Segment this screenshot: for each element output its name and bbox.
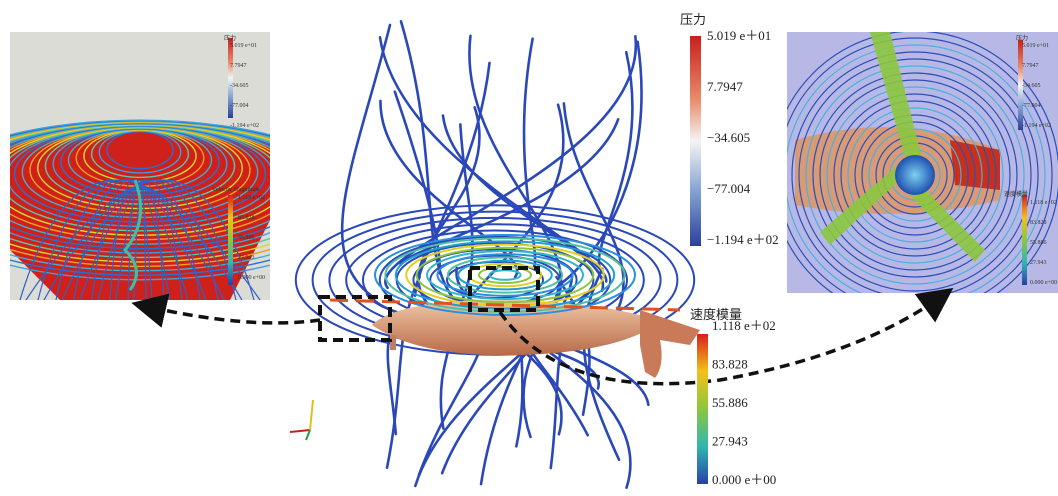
pressure-colorbar (690, 36, 701, 246)
inset-velocity-label: 27.943 (1030, 260, 1047, 266)
streamline (599, 52, 633, 272)
streamline (469, 36, 561, 315)
pressure-label: 5.019 e＋01 (707, 28, 771, 43)
pressure-label: −34.605 (707, 130, 750, 145)
inset-pressure-label: -34.605 (230, 83, 249, 89)
inset-pressure-label: -77.004 (230, 103, 249, 109)
inset-pressure-label: 7.7947 (1022, 63, 1039, 69)
inset-velocity-label: 1.118 e+02 (1030, 200, 1057, 206)
axis-triad (290, 400, 313, 440)
colored-streamlines (330, 235, 680, 315)
inset-pressure-title: 压力 (1016, 34, 1028, 42)
inset-velocity-label: 55.886 (238, 235, 255, 241)
velocity-label: 0.000 e＋00 (712, 472, 776, 487)
inset-velocity-label: 0.000 e+00 (238, 275, 265, 281)
inset-pressure-label: -1.194 e+02 (1022, 123, 1051, 129)
velocity-label: 27.943 (712, 434, 748, 449)
inset-velocity-label: 1.118 e+02 (238, 195, 265, 201)
inset-velocity-title: 速度模量 (1004, 190, 1028, 198)
pressure-title: 压力 (680, 12, 706, 27)
inset-pressure-label: -1.194 e+02 (230, 123, 259, 129)
velocity-colorbar (697, 334, 708, 484)
velocity-label: 55.886 (712, 395, 748, 410)
velocity-label: 83.828 (712, 357, 748, 372)
right-inset (771, 31, 1058, 319)
inset-pressure-label: 5.019 e+01 (1022, 43, 1049, 49)
figure: 压力5.019 e+017.7947-34.605-77.004-1.194 e… (0, 0, 1058, 491)
left-inset (0, 32, 366, 300)
velocity-label: 1.118 e＋02 (712, 318, 776, 333)
inset-velocity-title: Velocity Magnitude (212, 187, 260, 193)
inset-pressure-label: 5.019 e+01 (230, 43, 257, 49)
pressure-label: −77.004 (707, 181, 751, 196)
inset-velocity-label: 83.828 (1030, 220, 1047, 226)
inset-pressure-label: -34.605 (1022, 83, 1041, 89)
colorbar-labels: 5.019 e＋01 7.7947 −34.605 −77.004 −1.194 e＋0… (707, 28, 779, 487)
pressure-label: 7.7947 (707, 79, 743, 94)
inset-pressure-title: 压力 (224, 34, 236, 42)
inset-velocity-label: 0.000 e+00 (1030, 280, 1057, 286)
inset-velocity-label: 27.943 (238, 255, 255, 261)
inset-pressure-label: 7.7947 (230, 63, 247, 69)
pressure-label: −1.194 e＋02 (707, 232, 779, 247)
arrow (145, 306, 320, 323)
inset-velocity-label: 55.886 (1030, 240, 1047, 246)
inset-pressure-label: -77.004 (1022, 103, 1041, 109)
inset-velocity-label: 83.828 (238, 215, 255, 221)
